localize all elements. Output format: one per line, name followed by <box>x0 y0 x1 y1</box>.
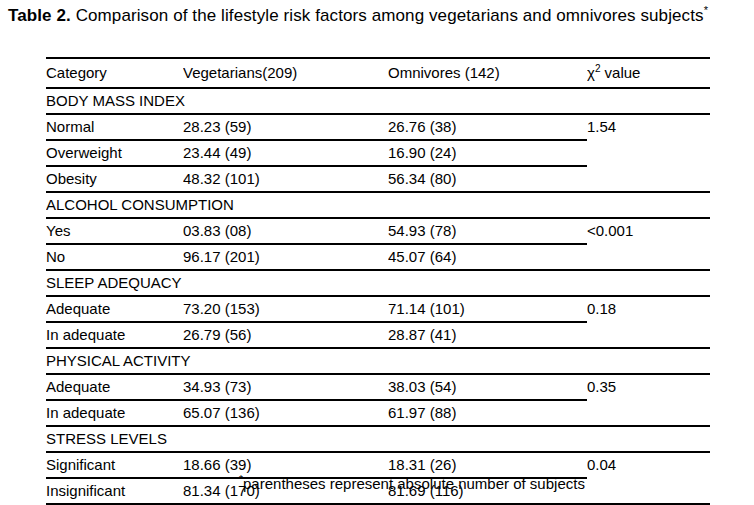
category-cell: No <box>46 244 183 270</box>
section-row: BODY MASS INDEX <box>46 88 710 114</box>
omnivores-cell: 16.90 (24) <box>388 140 587 166</box>
vegetarians-cell: 65.07 (136) <box>183 400 388 426</box>
footnote: *parentheses represent absolute number o… <box>46 473 710 495</box>
omnivores-cell: 54.93 (78) <box>388 218 587 244</box>
section-row: PHYSICAL ACTIVITY <box>46 348 710 374</box>
table-body: BODY MASS INDEXNormal28.23 (59)26.76 (38… <box>46 88 710 504</box>
section-row: STRESS LEVELS <box>46 426 710 452</box>
vegetarians-cell: 34.93 (73) <box>183 374 388 400</box>
category-cell: In adequate <box>46 400 183 426</box>
category-cell: In adequate <box>46 322 183 348</box>
section-header: PHYSICAL ACTIVITY <box>46 348 710 374</box>
category-cell: Adequate <box>46 374 183 400</box>
section-header: ALCOHOL CONSUMPTION <box>46 192 710 218</box>
chi-value-cell: 0.35 <box>587 374 710 426</box>
table-caption: Table 2. Comparison of the lifestyle ris… <box>8 5 752 27</box>
omnivores-cell: 56.34 (80) <box>388 166 587 192</box>
vegetarians-cell: 28.23 (59) <box>183 114 388 140</box>
vegetarians-cell: 48.32 (101) <box>183 166 388 192</box>
table-row: Yes03.83 (08)54.93 (78)<0.001 <box>46 218 710 244</box>
page: Table 2. Comparison of the lifestyle ris… <box>0 0 754 505</box>
omnivores-cell: 26.76 (38) <box>388 114 587 140</box>
omnivores-cell: 45.07 (64) <box>388 244 587 270</box>
chi-value-cell: 0.18 <box>587 296 710 348</box>
vegetarians-cell: 23.44 (49) <box>183 140 388 166</box>
caption-label: Table 2. <box>8 6 71 25</box>
section-row: SLEEP ADEQUACY <box>46 270 710 296</box>
col-header-chi-square: χ2 value <box>587 58 710 88</box>
table-row: Adequate73.20 (153)71.14 (101)0.18 <box>46 296 710 322</box>
footnote-text: parentheses represent absolute number of… <box>243 475 585 492</box>
category-cell: Obesity <box>46 166 183 192</box>
chi-value-cell: 1.54 <box>587 114 710 192</box>
section-header: BODY MASS INDEX <box>46 88 710 114</box>
caption-asterisk: * <box>704 4 708 16</box>
omnivores-cell: 28.87 (41) <box>388 322 587 348</box>
chi-value-label: value <box>600 64 640 81</box>
section-row: ALCOHOL CONSUMPTION <box>46 192 710 218</box>
risk-factors-table: Category Vegetarians(209) Omnivores (142… <box>46 57 710 505</box>
vegetarians-cell: 03.83 (08) <box>183 218 388 244</box>
header-row: Category Vegetarians(209) Omnivores (142… <box>46 58 710 88</box>
caption-text: Comparison of the lifestyle risk factors… <box>71 6 704 25</box>
category-cell: Adequate <box>46 296 183 322</box>
vegetarians-cell: 26.79 (56) <box>183 322 388 348</box>
category-cell: Overweight <box>46 140 183 166</box>
col-header-category: Category <box>46 58 183 88</box>
table-row: Normal28.23 (59)26.76 (38)1.54 <box>46 114 710 140</box>
chi-symbol: χ <box>587 64 595 81</box>
section-header: STRESS LEVELS <box>46 426 710 452</box>
omnivores-cell: 61.97 (88) <box>388 400 587 426</box>
category-cell: Normal <box>46 114 183 140</box>
omnivores-cell: 38.03 (54) <box>388 374 587 400</box>
category-cell: Yes <box>46 218 183 244</box>
section-header: SLEEP ADEQUACY <box>46 270 710 296</box>
col-header-omnivores: Omnivores (142) <box>388 58 587 88</box>
vegetarians-cell: 96.17 (201) <box>183 244 388 270</box>
vegetarians-cell: 73.20 (153) <box>183 296 388 322</box>
omnivores-cell: 71.14 (101) <box>388 296 587 322</box>
col-header-vegetarians: Vegetarians(209) <box>183 58 388 88</box>
table-row: Adequate34.93 (73)38.03 (54)0.35 <box>46 374 710 400</box>
chi-value-cell: <0.001 <box>587 218 710 270</box>
